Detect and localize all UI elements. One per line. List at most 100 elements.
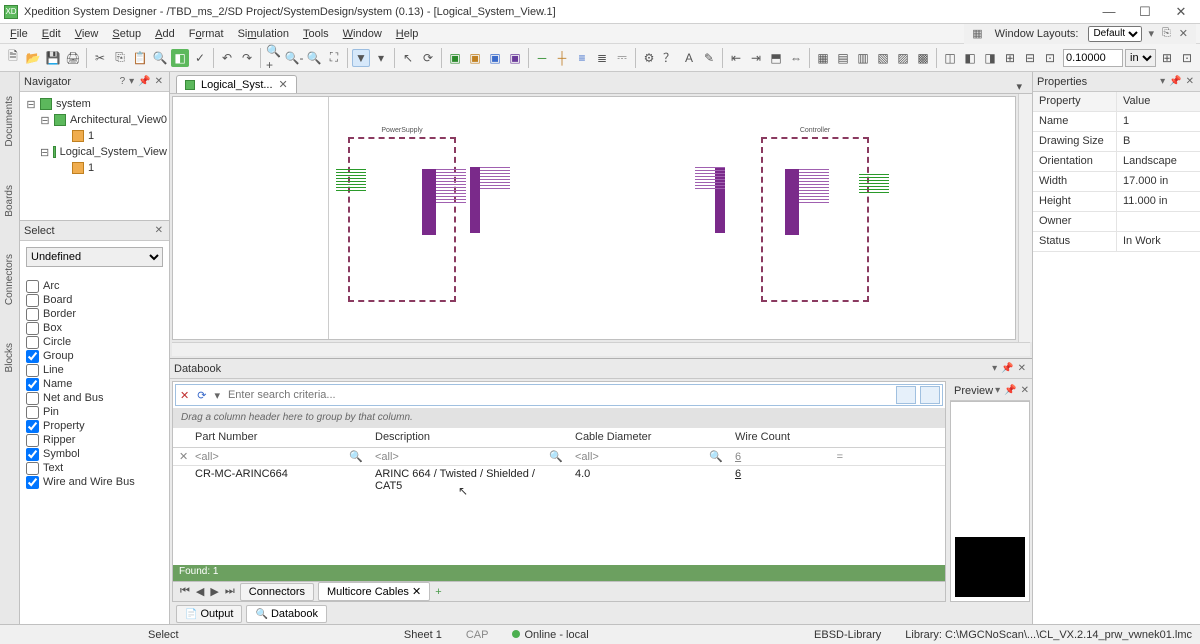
window-layouts-select[interactable]: Default [1088, 26, 1142, 42]
pv-pin-icon[interactable]: 📌 [1002, 385, 1018, 396]
tb-block2[interactable]: ▣ [466, 49, 484, 67]
view-grid-icon[interactable] [896, 386, 916, 404]
tb-zoom-out[interactable]: 🔍- [285, 49, 303, 67]
tree-leaf[interactable]: 1 [88, 162, 94, 174]
canvas-hscroll[interactable] [172, 342, 1030, 356]
tb-block1[interactable]: ▣ [446, 49, 464, 67]
minimize-button[interactable]: — [1100, 4, 1118, 20]
filter-name[interactable]: Name [26, 377, 163, 391]
tb-block4[interactable]: ▣ [506, 49, 524, 67]
db-tab-multicore[interactable]: Multicore Cables ✕ [318, 582, 430, 601]
filter-cell[interactable]: <all> 🔍 [189, 448, 369, 465]
pv-dd-icon[interactable]: ▾ [993, 385, 1002, 396]
filter-clear-icon[interactable]: ✕ [173, 448, 189, 465]
tab-add-icon[interactable]: + [432, 586, 444, 598]
filter-arc[interactable]: Arc [26, 279, 163, 293]
zoom-input[interactable] [1063, 49, 1123, 67]
layout-add-icon[interactable]: ▾ [1146, 27, 1156, 40]
tb-text[interactable]: A [680, 49, 698, 67]
layout-del-icon[interactable]: ✕ [1177, 27, 1190, 40]
prop-dd-icon[interactable]: ▾ [1158, 76, 1167, 87]
tb-net5[interactable]: ⎓ [613, 49, 631, 67]
tb-block3[interactable]: ▣ [486, 49, 504, 67]
db-pin-icon[interactable]: 📌 [999, 363, 1015, 374]
filter-border[interactable]: Border [26, 307, 163, 321]
tb-open[interactable]: 📂 [24, 49, 42, 67]
vtab-documents[interactable]: Documents [2, 92, 17, 151]
menu-setup[interactable]: Setup [106, 28, 147, 40]
tb-zoom-in[interactable]: 🔍+ [265, 49, 283, 67]
nav-close-icon[interactable]: ✕ [153, 76, 165, 87]
unit-select[interactable]: in [1125, 49, 1156, 67]
properties-grid[interactable]: PropertyValue Name1Drawing SizeBOrientat… [1033, 92, 1200, 624]
filter-text[interactable]: Text [26, 461, 163, 475]
schematic-canvas[interactable]: PowerSupply [172, 96, 1016, 340]
tab-output[interactable]: 📄 Output [176, 605, 242, 623]
menu-file[interactable]: File [4, 28, 34, 40]
filter-group[interactable]: Group [26, 349, 163, 363]
tb-cut[interactable]: ✂ [91, 49, 109, 67]
search-refresh-icon[interactable]: ⟳ [193, 389, 210, 402]
menu-window[interactable]: Window [337, 28, 388, 40]
db-tab-connectors[interactable]: Connectors [240, 583, 314, 601]
prop-row[interactable]: Height11.000 in [1033, 192, 1200, 212]
vtab-connectors[interactable]: Connectors [2, 250, 17, 309]
filter-line[interactable]: Line [26, 363, 163, 377]
tb-net4[interactable]: ≣ [593, 49, 611, 67]
filter-box[interactable]: Box [26, 321, 163, 335]
menu-tools[interactable]: Tools [297, 28, 335, 40]
tb-paste[interactable]: 📋 [131, 49, 149, 67]
tree-leaf[interactable]: 1 [88, 130, 94, 142]
tb-misc4[interactable]: ⊞ [1001, 49, 1019, 67]
tb-snap[interactable]: ⊡ [1178, 49, 1196, 67]
tb-grp4[interactable]: ▧ [874, 49, 892, 67]
tb-misc6[interactable]: ⊡ [1041, 49, 1059, 67]
tree-item[interactable]: Logical_System_View [60, 146, 167, 158]
tree-root[interactable]: system [56, 98, 91, 110]
prop-close-icon[interactable]: ✕ [1184, 76, 1196, 87]
block-powersupply[interactable]: PowerSupply [348, 137, 456, 302]
tb-mark[interactable]: ✎ [700, 49, 718, 67]
prop-row[interactable]: Name1 [1033, 112, 1200, 132]
block-controller[interactable]: Controller [761, 137, 869, 302]
prop-pin-icon[interactable]: 📌 [1167, 76, 1183, 87]
pv-close-icon[interactable]: ✕ [1019, 385, 1031, 396]
tb-print[interactable]: 🖨 [64, 49, 82, 67]
db-close-icon[interactable]: ✕ [1016, 363, 1028, 374]
tb-misc3[interactable]: ◨ [981, 49, 999, 67]
filter-board[interactable]: Board [26, 293, 163, 307]
databook-grid[interactable]: Part Number Description Cable Diameter W… [173, 428, 945, 565]
tb-redo[interactable]: ↷ [238, 49, 256, 67]
filter-wire-and-wire-bus[interactable]: Wire and Wire Bus [26, 475, 163, 489]
prop-row[interactable]: Drawing SizeB [1033, 132, 1200, 152]
tb-align3[interactable]: ⬒ [767, 49, 785, 67]
tb-grp5[interactable]: ▨ [894, 49, 912, 67]
db-dd-icon[interactable]: ▾ [990, 363, 999, 374]
tb-zoom-fit[interactable]: 🔍 [305, 49, 323, 67]
tab-first-icon[interactable]: ⏮ [177, 585, 193, 598]
col-part-number[interactable]: Part Number [189, 428, 369, 447]
tb-grp1[interactable]: ▦ [814, 49, 832, 67]
menu-view[interactable]: View [69, 28, 105, 40]
select-filter-dropdown[interactable]: Undefined [26, 247, 163, 267]
tb-grp6[interactable]: ▩ [914, 49, 932, 67]
prop-row[interactable]: OrientationLandscape [1033, 152, 1200, 172]
view-list-icon[interactable] [920, 386, 940, 404]
filter-symbol[interactable]: Symbol [26, 447, 163, 461]
filter-pin[interactable]: Pin [26, 405, 163, 419]
tb-net1[interactable]: ─ [533, 49, 551, 67]
tb-check[interactable]: ✓ [191, 49, 209, 67]
doc-tab-close-icon[interactable]: ✕ [279, 78, 288, 91]
canvas-vscroll[interactable] [1018, 94, 1032, 342]
col-cable-diameter[interactable]: Cable Diameter [569, 428, 729, 447]
menu-add[interactable]: Add [149, 28, 181, 40]
filter-cell[interactable]: <all> 🔍 [369, 448, 569, 465]
filter-cell[interactable]: <all> 🔍 [569, 448, 729, 465]
tb-misc2[interactable]: ◧ [961, 49, 979, 67]
menu-help[interactable]: Help [390, 28, 425, 40]
tab-databook[interactable]: 🔍 Databook [246, 605, 327, 623]
prop-row[interactable]: Width17.000 in [1033, 172, 1200, 192]
tb-query[interactable]: ？ [660, 49, 678, 67]
tb-grp3[interactable]: ▥ [854, 49, 872, 67]
tb-grid[interactable]: ⊞ [1158, 49, 1176, 67]
